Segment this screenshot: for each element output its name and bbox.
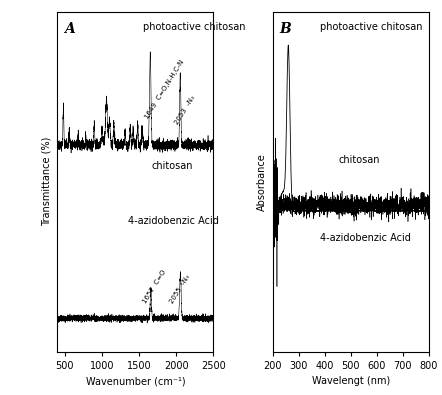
Text: photoactive chitosan: photoactive chitosan [320,22,422,32]
Text: chitosan: chitosan [338,154,380,165]
X-axis label: Wavelengt (nm): Wavelengt (nm) [312,376,390,386]
Text: B: B [279,22,291,36]
Text: 1657  C=O: 1657 C=O [141,269,167,305]
Text: A: A [64,22,74,36]
Text: photoactive chitosan: photoactive chitosan [143,22,246,32]
Text: 1649  C=O,N-H,C-N: 1649 C=O,N-H,C-N [144,59,185,120]
Text: chitosan: chitosan [151,161,193,171]
Text: 2053  -N₃: 2053 -N₃ [174,94,197,125]
Y-axis label: Transmittance (%): Transmittance (%) [42,137,52,226]
X-axis label: Wavenumber (cm⁻¹): Wavenumber (cm⁻¹) [86,376,185,386]
Text: 4-azidobenzic Acid: 4-azidobenzic Acid [128,216,218,226]
Y-axis label: Absorbance: Absorbance [257,153,267,211]
Text: 2055  -N₃: 2055 -N₃ [169,274,191,305]
Text: 4-azidobenzic Acid: 4-azidobenzic Acid [320,233,411,243]
